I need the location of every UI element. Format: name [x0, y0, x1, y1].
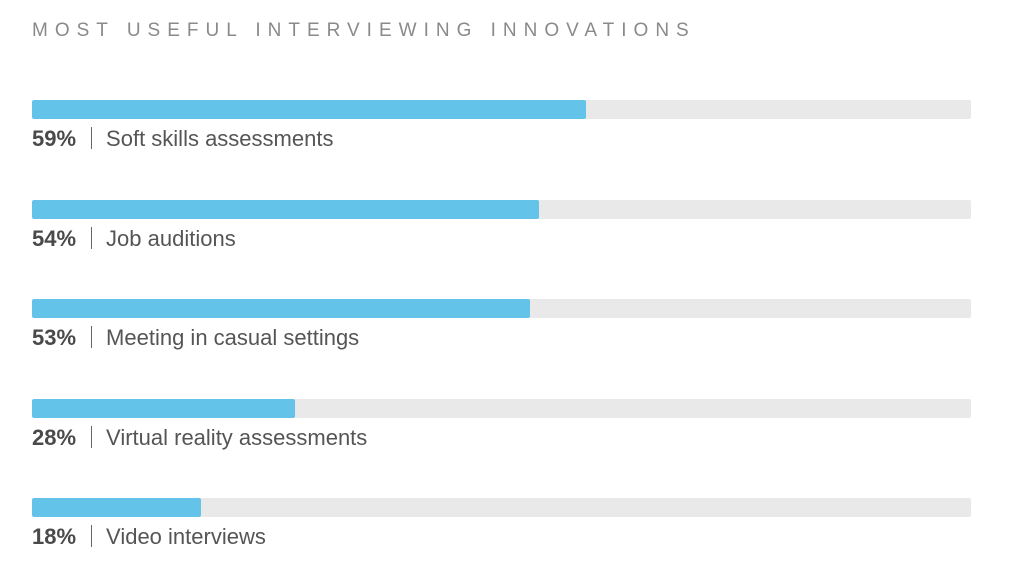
bar-category-label: Video interviews — [106, 524, 266, 549]
bar-fill — [32, 200, 540, 219]
bar-track — [32, 200, 971, 219]
bar-row: 59% Soft skills assessments — [32, 100, 971, 160]
bar-row: 28% Virtual reality assessments — [32, 399, 971, 459]
bar-value-label: 18% — [32, 524, 77, 549]
bar-label: 54% Job auditions — [32, 226, 236, 252]
bar-track — [32, 100, 971, 119]
bar-row: 53% Meeting in casual settings — [32, 299, 971, 359]
bar-value-label: 54% — [32, 226, 77, 251]
bar-track — [32, 399, 971, 418]
label-separator — [91, 227, 93, 249]
bar-category-label: Job auditions — [106, 226, 236, 251]
bar-value-label: 53% — [32, 325, 77, 350]
bar-value-label: 59% — [32, 126, 77, 151]
bar-track — [32, 299, 971, 318]
bar-category-label: Virtual reality assessments — [106, 425, 368, 450]
bar-label: 53% Meeting in casual settings — [32, 325, 359, 351]
label-separator — [91, 525, 93, 547]
bar-label: 18% Video interviews — [32, 524, 266, 550]
label-separator — [91, 127, 93, 149]
bar-fill — [32, 399, 295, 418]
chart-title: MOST USEFUL INTERVIEWING INNOVATIONS — [32, 20, 696, 41]
bar-track — [32, 498, 971, 517]
bar-label: 59% Soft skills assessments — [32, 126, 333, 152]
bar-fill — [32, 100, 586, 119]
bar-fill — [32, 498, 202, 517]
label-separator — [91, 326, 93, 348]
bar-category-label: Soft skills assessments — [106, 126, 334, 151]
bar-row: 54% Job auditions — [32, 200, 971, 260]
label-separator — [91, 426, 93, 448]
bar-category-label: Meeting in casual settings — [106, 325, 360, 350]
bar-row: 18% Video interviews — [32, 498, 971, 558]
bar-fill — [32, 299, 530, 318]
bar-value-label: 28% — [32, 425, 77, 450]
bar-label: 28% Virtual reality assessments — [32, 425, 367, 451]
